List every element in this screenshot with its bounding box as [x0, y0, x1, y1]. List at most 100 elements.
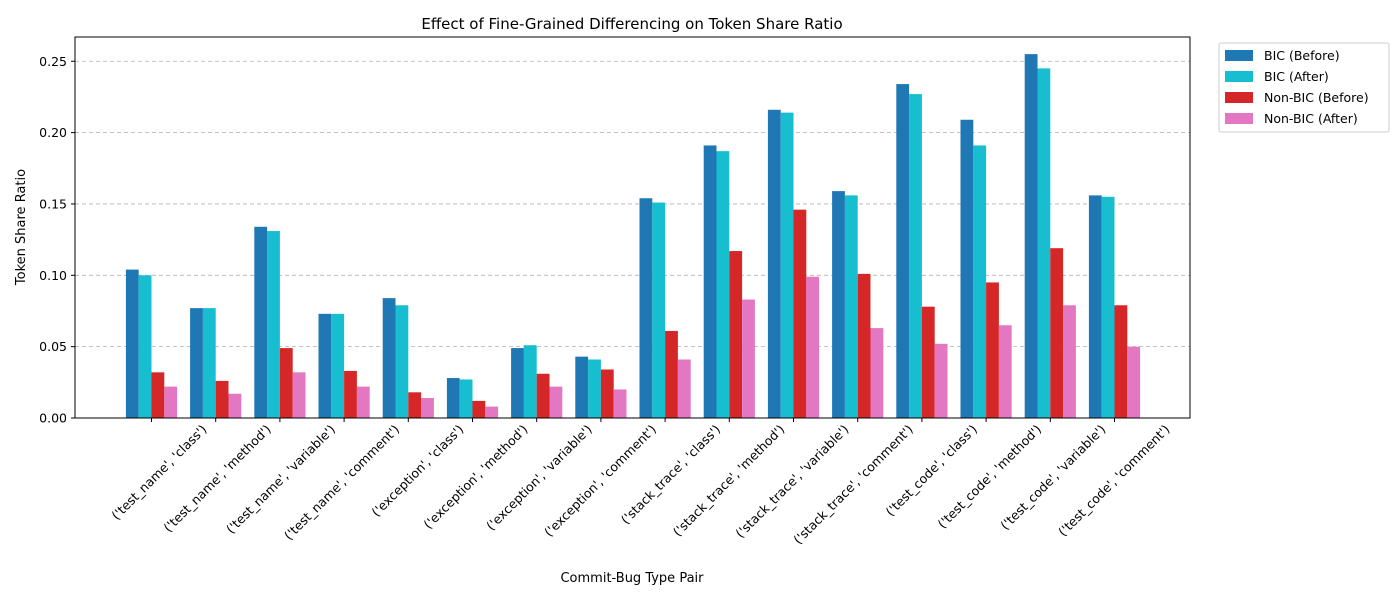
- bar: [857, 273, 871, 418]
- bar: [1127, 346, 1141, 418]
- bar: [896, 84, 910, 418]
- bars: [125, 54, 1141, 419]
- x-tick-label: ('test_name', 'variable'): [223, 422, 338, 537]
- y-tick-label: 0.20: [39, 125, 67, 140]
- bar: [215, 380, 229, 418]
- bar: [600, 369, 614, 418]
- legend-label: Non-BIC (After): [1264, 111, 1358, 126]
- y-tick-label: 0.15: [39, 196, 67, 211]
- x-tick-label: ('exception', 'variable'): [483, 422, 595, 534]
- bar: [125, 269, 139, 418]
- bar: [806, 276, 820, 418]
- legend-swatch: [1225, 113, 1253, 124]
- gridlines: [75, 60, 1190, 348]
- bar: [421, 398, 434, 418]
- bar: [511, 348, 524, 418]
- bar: [665, 330, 678, 418]
- legend-swatch: [1225, 71, 1253, 82]
- bar: [934, 343, 948, 418]
- bar: [1024, 54, 1038, 419]
- x-tick-label: ('test_name', 'method'): [160, 422, 273, 535]
- x-tick-label: ('exception', 'method'): [420, 422, 530, 532]
- bar: [716, 151, 730, 418]
- y-tick-label: 0.25: [39, 54, 67, 69]
- bar: [485, 406, 499, 418]
- bar: [767, 109, 781, 418]
- bar: [202, 308, 216, 418]
- legend-swatch: [1225, 50, 1253, 61]
- bar: [549, 386, 563, 418]
- bar: [870, 328, 884, 418]
- plot-frame: [74, 36, 1191, 419]
- legend-swatch: [1225, 92, 1253, 103]
- bar: [652, 202, 666, 418]
- bar: [382, 298, 396, 418]
- bar: [331, 313, 345, 418]
- bar: [151, 372, 165, 418]
- chart-title: Effect of Fine-Grained Differencing on T…: [421, 15, 842, 33]
- x-tick-label: ('stack_trace', 'variable'): [732, 422, 851, 541]
- bar: [639, 198, 653, 418]
- legend-label: BIC (Before): [1264, 48, 1340, 63]
- bar: [408, 392, 422, 418]
- bar: [703, 145, 717, 418]
- bar: [279, 348, 293, 418]
- legend-label: BIC (After): [1264, 69, 1329, 84]
- bar: [575, 356, 589, 418]
- bar: [228, 393, 242, 418]
- x-tick-label: ('stack_trace', 'method'): [670, 422, 788, 540]
- x-tick-label: ('test_name', 'comment'): [281, 422, 402, 543]
- bar: [742, 299, 755, 418]
- bar: [138, 275, 152, 418]
- legend: BIC (Before) BIC (After) Non-BIC (Before) N…: [1218, 42, 1390, 133]
- bar: [729, 251, 743, 418]
- bar: [292, 372, 306, 418]
- y-tick-label: 0.05: [39, 339, 67, 354]
- bar: [459, 379, 473, 418]
- bar: [446, 378, 460, 418]
- bar: [844, 195, 858, 418]
- bar: [254, 226, 268, 418]
- bar: [921, 306, 935, 418]
- bar: [588, 359, 601, 418]
- bar: [395, 305, 409, 418]
- bar: [1050, 248, 1064, 418]
- x-tick-label: ('exception', 'comment'): [541, 422, 659, 540]
- bar: [832, 191, 845, 418]
- bar: [267, 231, 280, 418]
- bar: [1101, 196, 1115, 418]
- bar: [523, 345, 537, 418]
- y-axis-ticks: 0.00 0.05 0.10 0.15 0.20 0.25: [39, 54, 75, 426]
- bar: [986, 282, 999, 418]
- bar: [1114, 305, 1128, 418]
- x-tick-label: ('stack_trace', 'comment'): [790, 422, 916, 548]
- bar: [164, 386, 178, 418]
- bar: [909, 94, 922, 418]
- bar: [677, 359, 691, 418]
- x-axis-label: Commit-Bug Type Pair: [560, 571, 704, 586]
- x-tick-label: ('test_code', 'method'): [935, 422, 1045, 532]
- x-tick-label: ('test_code', 'comment'): [1055, 422, 1173, 540]
- legend-frame: [1218, 42, 1390, 133]
- y-axis-label: Token Share Ratio: [14, 169, 29, 286]
- x-axis-ticks: ('test_name', 'class')('test_name', 'met…: [108, 418, 1173, 548]
- bar: [472, 400, 486, 418]
- bar: [1063, 305, 1076, 418]
- bar: [793, 209, 807, 418]
- bar: [344, 370, 357, 418]
- bar: [973, 145, 987, 418]
- legend-label: Non-BIC (Before): [1264, 90, 1369, 105]
- bar: [356, 386, 370, 418]
- bar: [960, 119, 974, 418]
- bar: [1037, 68, 1051, 418]
- bar: [536, 373, 550, 418]
- x-tick-label: ('test_code', 'variable'): [997, 422, 1108, 533]
- bar: [780, 112, 794, 418]
- bar: [318, 313, 332, 418]
- bar: [998, 325, 1012, 418]
- bar: [613, 389, 627, 418]
- bar: [190, 308, 203, 418]
- y-tick-label: 0.00: [39, 411, 67, 426]
- y-tick-label: 0.10: [39, 268, 67, 283]
